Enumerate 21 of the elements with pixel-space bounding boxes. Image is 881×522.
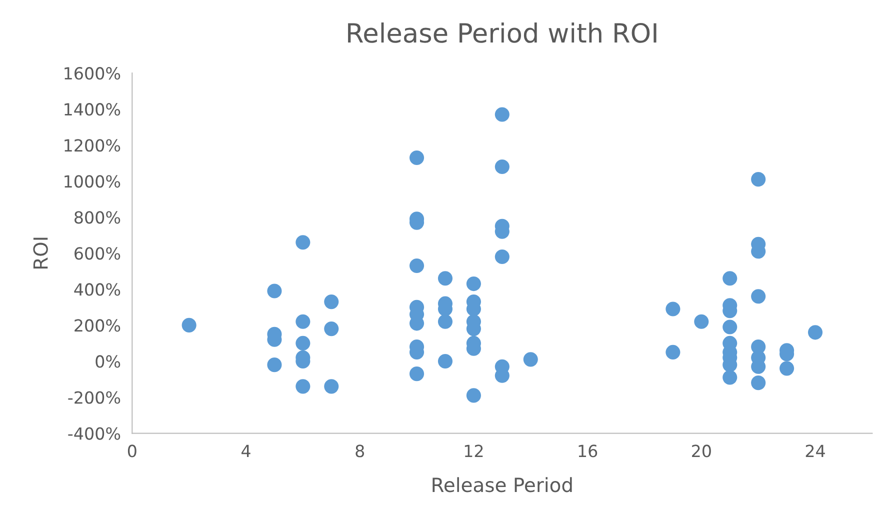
y-tick-label: 1000% bbox=[64, 175, 120, 188]
x-tick-label: 8 bbox=[356, 444, 364, 458]
chart-title: Release Period with ROI bbox=[348, 22, 656, 43]
x-axis-title: Release Period bbox=[432, 477, 572, 492]
y-tick-label: 1200% bbox=[64, 139, 120, 152]
y-tick-label: 200% bbox=[74, 319, 120, 332]
x-tick-label: 0 bbox=[128, 444, 136, 458]
y-tick-label: 1600% bbox=[64, 67, 120, 80]
x-tick-label: 24 bbox=[806, 444, 825, 458]
x-tick-label: 12 bbox=[464, 444, 483, 458]
y-tick-label: 0% bbox=[96, 355, 120, 368]
y-tick-label: -400% bbox=[68, 427, 120, 440]
x-tick-label: 4 bbox=[242, 444, 250, 458]
x-tick-label: 16 bbox=[578, 444, 598, 458]
y-tick-label: 400% bbox=[74, 283, 120, 296]
x-tick-label: 20 bbox=[692, 444, 711, 458]
y-tick-label: 1400% bbox=[64, 103, 120, 116]
y-tick-label: 800% bbox=[74, 211, 120, 224]
y-tick-label: -200% bbox=[68, 391, 120, 404]
y-axis-title: ROI bbox=[33, 238, 48, 269]
y-tick-label: 600% bbox=[74, 247, 120, 260]
